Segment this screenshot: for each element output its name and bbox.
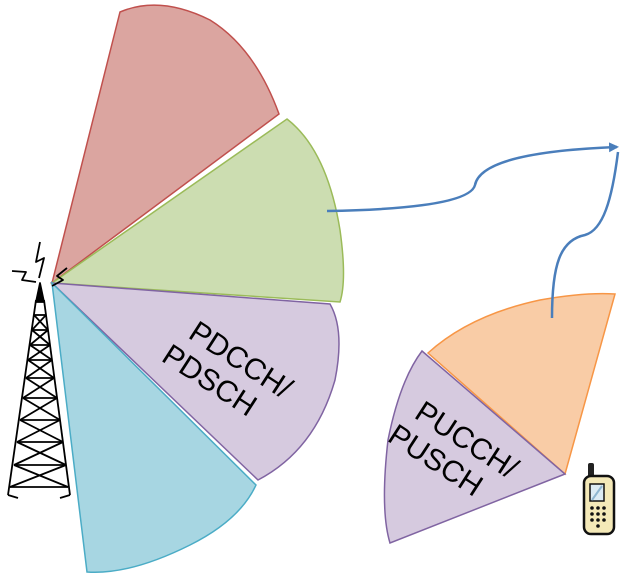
downlink-beam-green: [49, 118, 345, 303]
uplink-arrow: [550, 151, 620, 319]
downlink-beam-purple: [49, 282, 340, 481]
downlink-arrow: [326, 142, 619, 213]
downlink-beam-blue: [50, 280, 257, 574]
mobile-phone-icon: [582, 463, 616, 536]
cell-tower-icon: [7, 241, 71, 499]
uplink-beam-purple: [383, 349, 567, 544]
downlink-beam-red: [50, 4, 280, 285]
uplink-beam-orange: [426, 292, 616, 476]
